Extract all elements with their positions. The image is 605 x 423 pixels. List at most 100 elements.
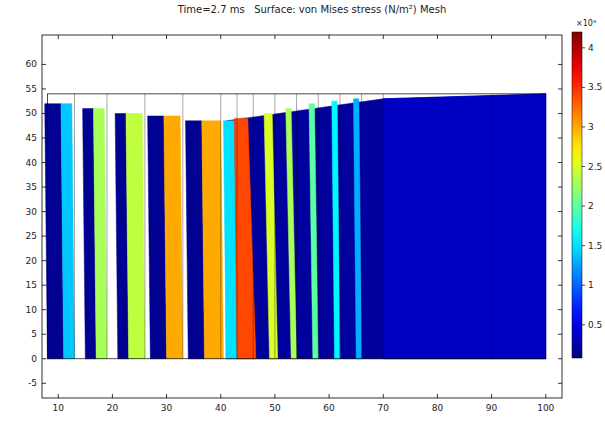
colorbar-tick	[582, 126, 585, 127]
y-tick-label: 0	[31, 354, 37, 364]
colorbar-tick	[582, 206, 585, 207]
x-tick	[220, 394, 221, 398]
x-tick	[112, 394, 113, 398]
undeformed-line	[318, 94, 319, 359]
y-tick-right	[558, 334, 562, 335]
x-tick-top	[274, 35, 275, 39]
colorbar-tick-label: 1	[588, 280, 594, 290]
y-tick-label: 5	[31, 329, 37, 339]
y-tick-label: -5	[28, 378, 37, 388]
x-tick	[545, 394, 546, 398]
x-tick-top	[220, 35, 221, 39]
stress-cell	[234, 118, 256, 358]
y-tick-right	[558, 236, 562, 237]
x-tick-label: 80	[432, 403, 444, 413]
stress-cell	[286, 109, 297, 359]
x-tick-top	[166, 35, 167, 39]
stress-cell	[383, 94, 546, 359]
chart-root: Time=2.7 ms Surface: von Mises stress (N…	[0, 0, 605, 423]
y-tick-right	[558, 285, 562, 286]
y-tick	[42, 187, 46, 188]
x-tick	[166, 394, 167, 398]
x-tick-top	[58, 35, 59, 39]
y-tick	[42, 138, 46, 139]
undeformed-line	[74, 94, 75, 359]
title: Time=2.7 ms Surface: von Mises stress (N…	[177, 4, 446, 15]
undeformed-line	[296, 94, 297, 359]
x-tick-label: 20	[107, 403, 119, 413]
undeformed-line	[253, 94, 254, 359]
stress-cell	[353, 99, 361, 359]
x-tick	[437, 394, 438, 398]
colorbar-tick	[582, 166, 585, 167]
y-tick-right	[558, 358, 562, 359]
y-tick-label: 15	[26, 280, 37, 290]
stress-cell	[309, 104, 318, 359]
x-tick-label: 40	[215, 403, 227, 413]
y-tick	[42, 309, 46, 310]
undeformed-line	[361, 94, 362, 359]
y-tick-label: 40	[26, 158, 38, 168]
x-tick-top	[545, 35, 546, 39]
y-tick-label: 55	[26, 84, 37, 94]
colorbar	[572, 32, 582, 358]
x-tick-top	[112, 35, 113, 39]
y-tick-label: 50	[26, 108, 38, 118]
y-tick	[42, 383, 46, 384]
y-tick-right	[558, 138, 562, 139]
plot-background	[42, 35, 562, 398]
colorbar-tick-label: 4	[588, 43, 594, 53]
y-tick-right	[558, 260, 562, 261]
stress-cell	[61, 104, 75, 359]
y-tick	[42, 162, 46, 163]
stress-cell	[126, 113, 145, 358]
x-tick-label: 90	[486, 403, 498, 413]
colorbar-tick-label: 2.5	[588, 162, 602, 172]
undeformed-line	[339, 94, 340, 359]
y-tick-right	[558, 162, 562, 163]
undeformed-line	[383, 94, 384, 359]
y-tick	[42, 285, 46, 286]
colorbar-tick-label: 1.5	[588, 241, 602, 251]
colorbar-tick-label: 2	[588, 201, 594, 211]
colorbar-tick-label: 3	[588, 122, 594, 132]
colorbar-tick	[582, 285, 585, 286]
y-tick	[42, 88, 46, 89]
stress-cell	[164, 116, 183, 359]
y-tick-right	[558, 88, 562, 89]
plot-marks	[45, 94, 546, 359]
y-tick	[42, 358, 46, 359]
x-tick-label: 30	[161, 403, 173, 413]
x-tick	[491, 394, 492, 398]
colorbar-tick	[582, 324, 585, 325]
x-tick-top	[491, 35, 492, 39]
y-tick-right	[558, 64, 562, 65]
colorbar-tick	[582, 87, 585, 88]
plot-frame	[42, 35, 562, 398]
y-tick	[42, 211, 46, 212]
stress-cell	[226, 94, 546, 359]
undeformed-line	[182, 94, 183, 359]
undeformed-line	[274, 94, 275, 359]
x-tick-label: 70	[378, 403, 390, 413]
x-tick-label: 60	[323, 403, 335, 413]
stress-cell	[148, 116, 167, 359]
stress-cell	[93, 109, 107, 359]
y-tick	[42, 64, 46, 65]
y-tick-label: 25	[26, 231, 37, 241]
x-tick	[383, 394, 384, 398]
undeformed-outline	[47, 94, 545, 359]
colorbar-tick-label: 3.5	[588, 82, 602, 92]
stress-cell	[202, 121, 224, 359]
x-tick-label: 10	[53, 403, 65, 413]
y-tick-label: 10	[26, 305, 38, 315]
x-tick-top	[329, 35, 330, 39]
y-tick	[42, 236, 46, 237]
colorbar-multiplier: ×10⁹	[576, 19, 596, 28]
stress-cell	[186, 121, 205, 359]
undeformed-line	[237, 94, 238, 359]
y-tick	[42, 113, 46, 114]
y-tick	[42, 260, 46, 261]
y-tick-label: 20	[26, 256, 38, 266]
y-tick-right	[558, 187, 562, 188]
